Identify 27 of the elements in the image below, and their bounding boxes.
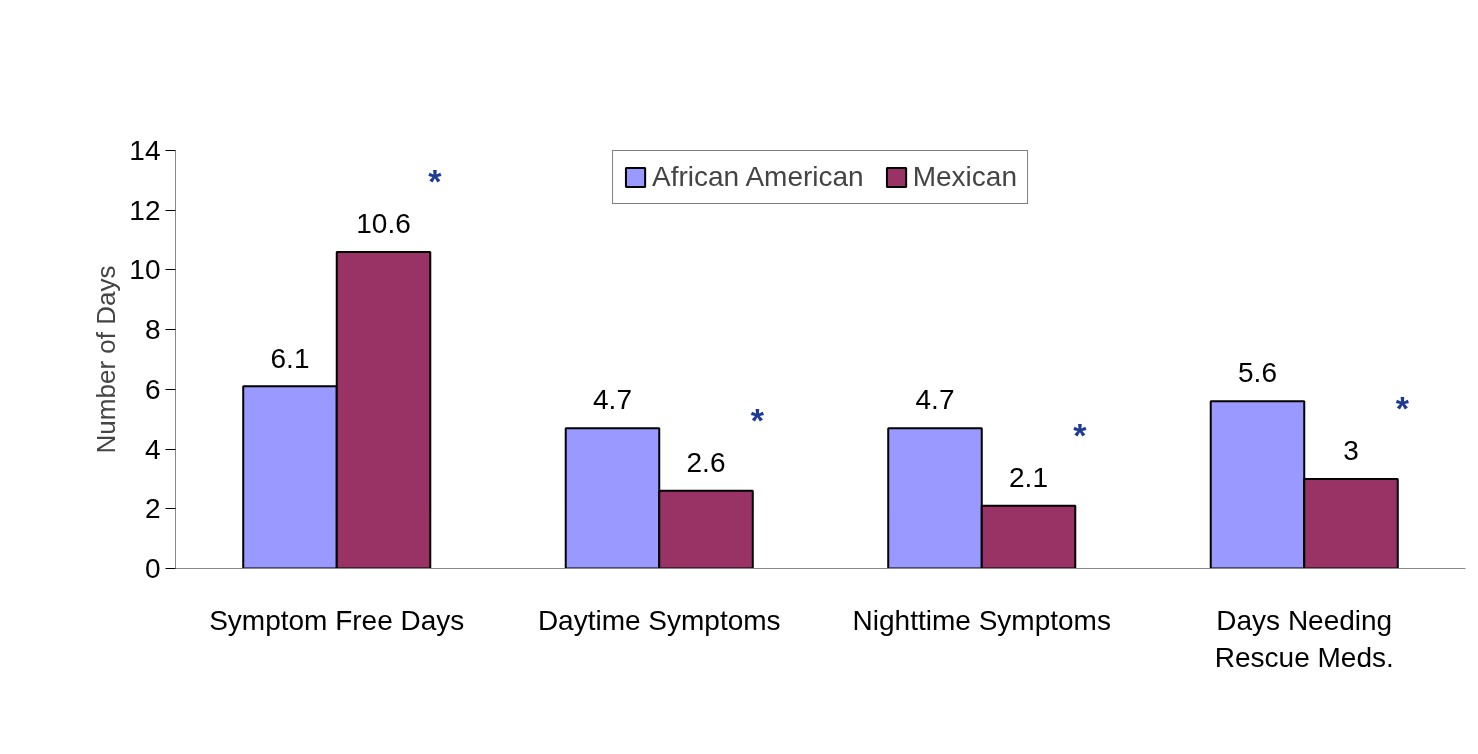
annotation: *	[750, 400, 765, 439]
y-axis-title: Number of Days	[91, 265, 122, 454]
data-label: 6.1	[270, 342, 310, 374]
x-tick-label: Days Needing Rescue Meds.	[1214, 604, 1394, 673]
annotation: *	[1395, 388, 1410, 427]
legend-label: Mexican	[912, 161, 1017, 193]
x-tick-label: Symptom Free Days	[209, 604, 465, 636]
y-tick-label: 6	[144, 373, 161, 405]
data-label: 5.6	[1238, 357, 1277, 389]
y-tick-label: 4	[144, 433, 161, 465]
data-label: 2.6	[686, 447, 726, 479]
annotation: *	[1073, 415, 1088, 454]
y-tick-label: 12	[129, 194, 161, 226]
y-tick-label: 10	[129, 254, 161, 286]
y-tick-label: 14	[129, 135, 161, 166]
legend-label: African American	[652, 161, 864, 193]
data-label: 4.7	[915, 384, 955, 416]
y-tick-label: 0	[144, 553, 161, 584]
x-tick-label: Nighttime Symptoms	[852, 604, 1111, 636]
data-label: 10.6	[356, 208, 411, 240]
data-label: 2.1	[1009, 461, 1048, 493]
y-tick-label: 8	[144, 314, 161, 346]
data-label: 4.7	[593, 384, 632, 416]
x-tick-label: Daytime Symptoms	[537, 604, 781, 636]
annotation: *	[428, 161, 443, 200]
y-tick-label: 2	[144, 493, 161, 525]
data-label: 3	[1343, 435, 1359, 467]
